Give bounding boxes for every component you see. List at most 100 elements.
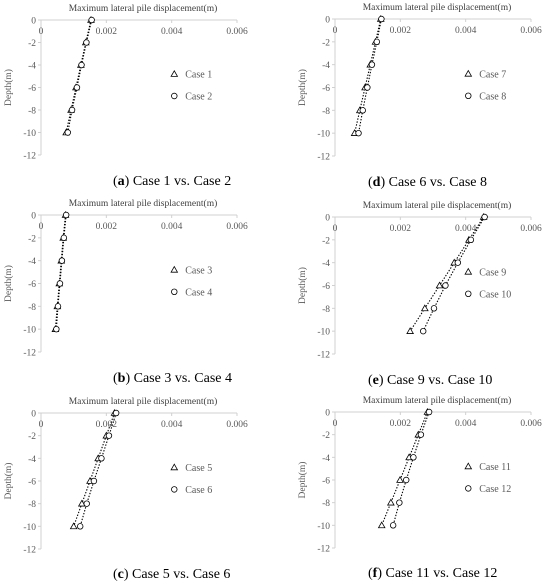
chart-panel-d: Maximum lateral pile displacement(m) 0 0.0… bbox=[297, 2, 542, 190]
y-tick-label: -6 bbox=[322, 282, 330, 292]
y-tick-label: -10 bbox=[23, 326, 36, 336]
legend-marker-triangle bbox=[170, 265, 179, 273]
panel-caption: (c) Case 5 vs. Case 6 bbox=[113, 567, 230, 582]
y-tick-label: -8 bbox=[28, 107, 36, 117]
y-tick-label: -2 bbox=[322, 431, 330, 441]
y-tick-label: 0 bbox=[325, 409, 330, 419]
data-point-circle bbox=[420, 327, 427, 335]
data-point-circle bbox=[389, 522, 397, 529]
data-point-circle bbox=[481, 213, 488, 221]
x-tick-label: 0.006 bbox=[226, 222, 248, 232]
data-point-circle bbox=[368, 61, 376, 68]
series-line-2 bbox=[55, 214, 67, 330]
y-tick-label: -12 bbox=[23, 152, 36, 162]
x-tick-label: 0.006 bbox=[520, 224, 542, 234]
x-tick-label: 0.006 bbox=[520, 26, 542, 36]
data-point-circle bbox=[430, 305, 438, 312]
chart-panel-a: Maximum lateral pile displacement(m) 0 0.0… bbox=[3, 3, 248, 189]
x-tick-label: 0 bbox=[333, 224, 338, 234]
y-tick-label: -2 bbox=[28, 432, 36, 442]
legend-marker-circle bbox=[465, 485, 472, 492]
data-point-circle bbox=[98, 455, 105, 462]
y-tick-label: -8 bbox=[28, 303, 36, 313]
y-tick-label: -4 bbox=[322, 259, 330, 269]
y-tick-label: -8 bbox=[322, 305, 330, 315]
y-tick-label: 0 bbox=[325, 214, 330, 224]
x-tick-label: 0 bbox=[39, 222, 44, 232]
legend-marker-triangle bbox=[464, 462, 473, 470]
legend-marker-circle bbox=[171, 92, 178, 100]
x-tick-label: 0 bbox=[39, 420, 44, 430]
y-tick-label: -12 bbox=[23, 349, 36, 359]
data-point-circle bbox=[105, 432, 113, 439]
y-axis-label: Depth(m) bbox=[3, 463, 14, 500]
legend-marker-circle bbox=[171, 288, 178, 295]
y-tick-label: -10 bbox=[317, 522, 330, 532]
x-tick-label: 0.004 bbox=[455, 419, 477, 429]
series-line-1 bbox=[381, 411, 428, 526]
data-point-triangle bbox=[435, 281, 444, 289]
data-point-circle bbox=[417, 431, 425, 438]
x-tick-label: 0.004 bbox=[455, 224, 477, 234]
legend-marker-circle bbox=[171, 486, 178, 493]
x-tick-label: 0.002 bbox=[96, 420, 118, 430]
x-tick-label: 0.004 bbox=[161, 222, 183, 232]
y-tick-label: -6 bbox=[28, 84, 36, 94]
legend-marker-circle bbox=[465, 290, 472, 297]
data-point-circle bbox=[90, 477, 98, 485]
data-point-circle bbox=[54, 303, 62, 310]
y-tick-label: -10 bbox=[23, 129, 36, 139]
data-point-circle bbox=[442, 282, 449, 289]
legend-marker-triangle bbox=[464, 267, 473, 275]
y-tick-label: -4 bbox=[28, 62, 36, 72]
data-point-triangle bbox=[396, 475, 404, 483]
chart-panel-f: Maximum lateral pile displacement(m) 0 0.0… bbox=[297, 395, 542, 581]
data-point-circle bbox=[454, 259, 462, 266]
y-tick-label: -12 bbox=[317, 351, 330, 361]
data-point-triangle bbox=[377, 521, 386, 529]
y-tick-label: -10 bbox=[23, 523, 36, 533]
x-tick-label: 0.002 bbox=[390, 26, 412, 36]
x-tick-label: 0.002 bbox=[96, 222, 118, 232]
data-point-circle bbox=[359, 107, 366, 114]
y-axis-label: Depth(m) bbox=[3, 69, 14, 106]
legend-label: Case 10 bbox=[479, 289, 511, 300]
data-point-triangle bbox=[406, 327, 415, 334]
x-tick-label: 0.002 bbox=[390, 419, 412, 429]
y-tick-label: -4 bbox=[322, 454, 330, 464]
series-line-1 bbox=[73, 412, 116, 527]
y-tick-label: -4 bbox=[322, 61, 330, 71]
y-tick-label: 0 bbox=[325, 16, 330, 26]
data-point-circle bbox=[56, 280, 64, 287]
data-point-circle bbox=[78, 61, 85, 69]
data-point-circle bbox=[112, 409, 120, 417]
legend-label: Case 1 bbox=[185, 70, 212, 81]
x-tick-label: 0.006 bbox=[520, 419, 542, 429]
y-tick-label: -4 bbox=[28, 257, 36, 267]
series-line-1 bbox=[65, 19, 92, 133]
series-line-1 bbox=[354, 18, 382, 134]
data-point-circle bbox=[364, 84, 371, 91]
y-tick-label: -8 bbox=[322, 107, 330, 117]
legend-label: Case 6 bbox=[185, 485, 212, 496]
legend-label: Case 12 bbox=[479, 484, 511, 495]
legend-label: Case 5 bbox=[185, 463, 212, 474]
y-tick-label: -2 bbox=[322, 236, 330, 246]
series-line-2 bbox=[67, 19, 93, 133]
y-tick-label: -6 bbox=[28, 280, 36, 290]
data-point-circle bbox=[425, 408, 433, 416]
y-tick-label: -2 bbox=[28, 234, 36, 244]
legend-label: Case 9 bbox=[479, 267, 506, 278]
data-point-circle bbox=[60, 234, 68, 242]
y-tick-label: -6 bbox=[322, 84, 330, 94]
legend-marker-circle bbox=[465, 92, 472, 99]
y-tick-label: 0 bbox=[31, 212, 36, 222]
x-tick-label: 0.002 bbox=[96, 27, 118, 37]
x-tick-label: 0.006 bbox=[226, 27, 248, 37]
y-axis-label: Depth(m) bbox=[297, 69, 308, 106]
data-point-circle bbox=[403, 476, 410, 484]
data-point-triangle bbox=[386, 498, 395, 506]
data-point-circle bbox=[88, 16, 95, 24]
x-tick-label: 0 bbox=[333, 26, 338, 36]
legend-label: Case 7 bbox=[479, 69, 506, 80]
